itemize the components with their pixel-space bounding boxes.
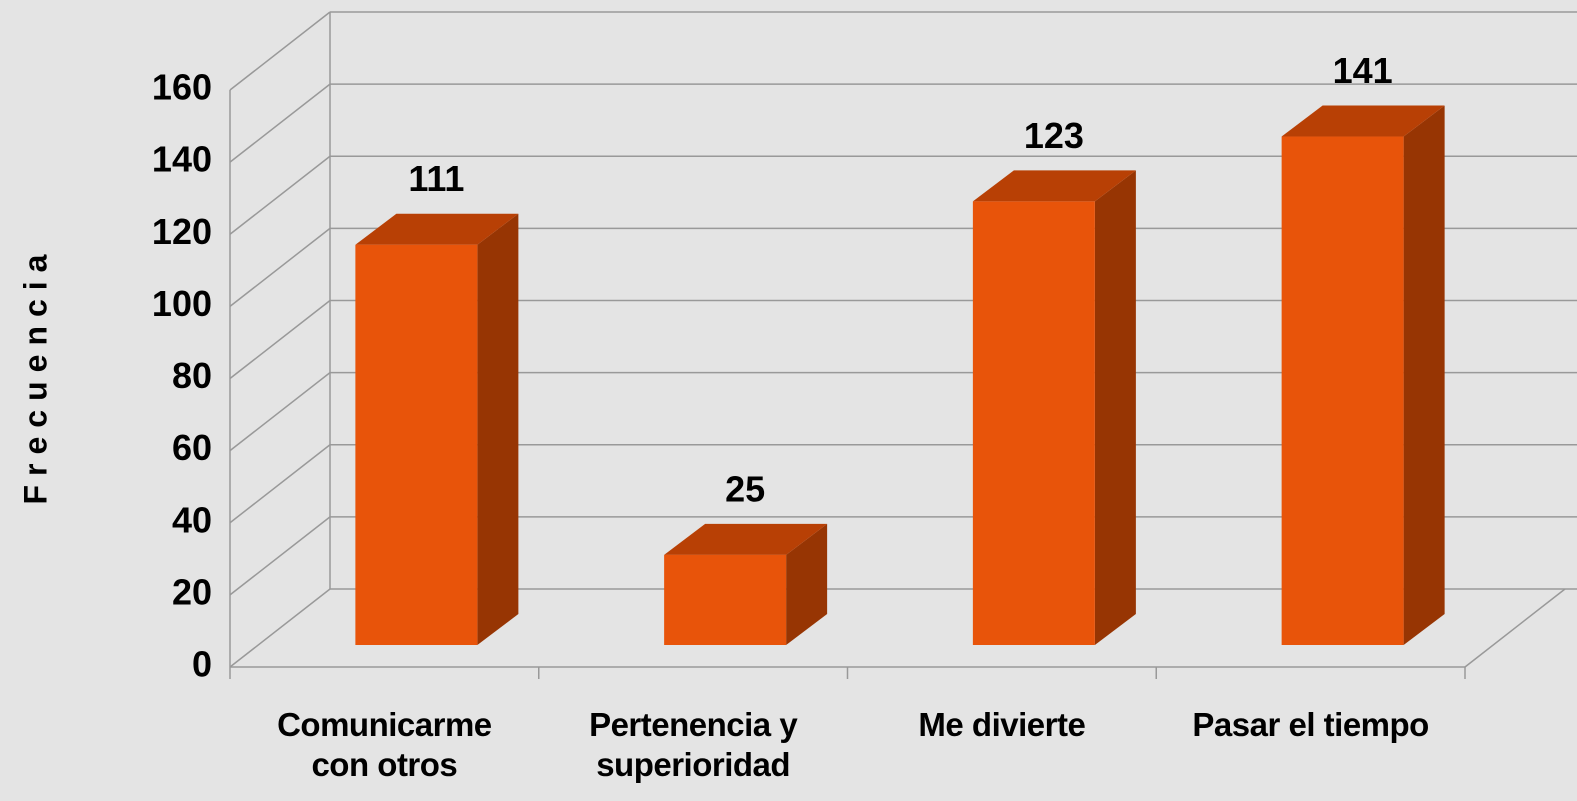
grid-line	[229, 516, 331, 596]
y-tick-label: 100	[152, 283, 212, 324]
x-tick-label: Me divierte	[918, 706, 1086, 743]
y-tick-label: 60	[172, 427, 212, 468]
bar	[355, 244, 478, 646]
y-axis-title: Frecuencia	[17, 246, 53, 505]
x-tick-label: Pertenencia y superioridad	[589, 706, 798, 783]
grid-line	[229, 83, 331, 163]
y-tick-label: 20	[172, 571, 212, 612]
floor-edge	[1464, 588, 1566, 668]
bar	[972, 201, 1095, 645]
bar-side	[786, 523, 828, 645]
bar	[1281, 136, 1404, 646]
y-tick-label: 40	[172, 499, 212, 540]
bar-side	[477, 213, 519, 646]
bar-top	[972, 170, 1136, 202]
value-label: 111	[408, 158, 464, 199]
grid-line	[229, 372, 331, 452]
bar-side	[1403, 105, 1445, 646]
y-tick-label: 120	[152, 211, 212, 252]
grid-line	[229, 588, 331, 668]
value-label: 141	[1333, 50, 1393, 91]
y-tick-label: 0	[192, 644, 212, 685]
x-tick-label: Comunicarme con otros	[277, 706, 492, 783]
y-tick-label: 160	[152, 67, 212, 108]
bar-top	[1281, 105, 1445, 137]
y-tick-label: 80	[172, 355, 212, 396]
bar-top	[664, 523, 828, 555]
value-label: 123	[1024, 115, 1084, 156]
bar-side	[1094, 170, 1136, 645]
y-tick-label: 140	[152, 139, 212, 180]
grid-line	[229, 155, 331, 235]
grid-line	[229, 299, 331, 380]
grid-line	[229, 227, 331, 307]
bar	[664, 554, 787, 645]
value-label: 25	[725, 468, 765, 509]
x-tick-label: Pasar el tiempo	[1192, 706, 1429, 743]
bar-top	[355, 213, 519, 245]
grid-line	[229, 444, 331, 524]
grid-line	[229, 11, 331, 91]
